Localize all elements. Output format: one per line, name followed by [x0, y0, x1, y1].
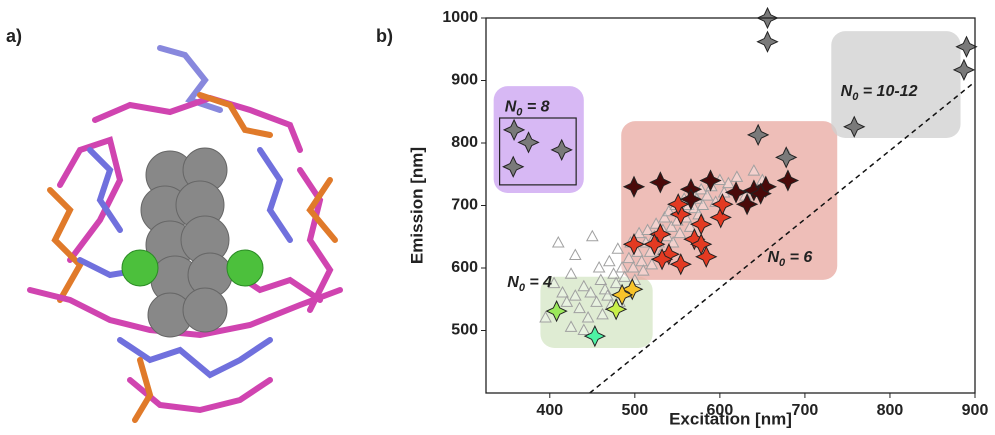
- annotation-text: = 6: [785, 249, 812, 266]
- annotation-text: = 4: [525, 274, 552, 291]
- y-tick-label: 700: [451, 197, 478, 214]
- star-point: [757, 32, 777, 52]
- x-tick-label: 400: [536, 402, 563, 419]
- x-tick-label: 700: [792, 402, 819, 419]
- x-tick-label: 800: [877, 402, 904, 419]
- x-tick-label: 500: [621, 402, 648, 419]
- y-tick-label: 500: [451, 322, 478, 339]
- x-axis-title: Excitation [nm]: [669, 409, 792, 428]
- annotation-text: = 8: [522, 99, 549, 116]
- y-tick-label: 800: [451, 134, 478, 151]
- panel-label: b): [376, 26, 393, 46]
- annotation-text: N: [841, 83, 853, 100]
- annotation-label: N0 = 10-12: [841, 83, 918, 103]
- panel-label: a): [6, 26, 22, 46]
- y-tick-label: 600: [451, 259, 478, 276]
- triangle-point: [570, 250, 581, 260]
- annotation-label: N0 = 4: [507, 274, 552, 294]
- y-tick-label: 900: [451, 72, 478, 89]
- triangle-point: [587, 231, 598, 241]
- annotation-text: N: [505, 99, 517, 116]
- triangle-point: [604, 256, 615, 266]
- annotation-text: = 10-12: [858, 83, 917, 100]
- triangle-point: [594, 262, 605, 272]
- x-tick-label: 900: [962, 402, 989, 419]
- triangle-point: [553, 237, 564, 247]
- triangle-point: [566, 268, 577, 278]
- annotation-label: N0 = 8: [505, 99, 550, 119]
- y-tick-label: 1000: [442, 9, 478, 26]
- annotation-text: N: [507, 274, 519, 291]
- annotation-text: N: [767, 249, 779, 266]
- y-axis-title: Emission [nm]: [407, 147, 426, 264]
- annotation-label: N0 = 6: [767, 249, 812, 269]
- molecule-image: [30, 48, 340, 420]
- figure: a) b) N0 = 8N0 = 4N0 =: [0, 0, 995, 430]
